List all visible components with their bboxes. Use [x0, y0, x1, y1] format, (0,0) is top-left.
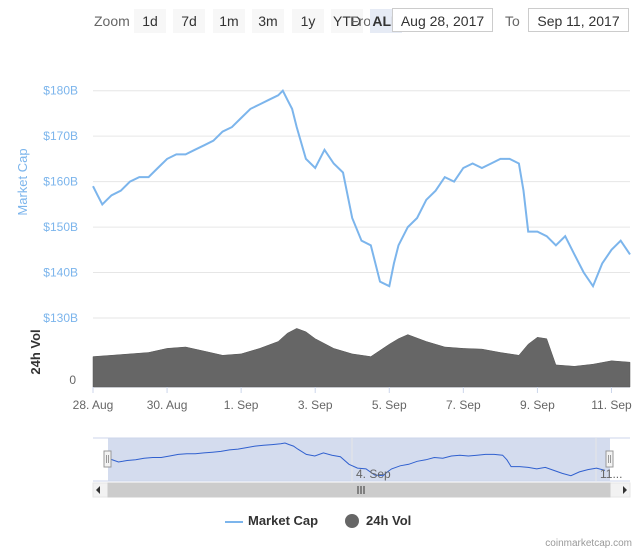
x-tick-label: 5. Sep	[372, 398, 407, 412]
scroll-right-arrow-icon[interactable]	[623, 486, 627, 494]
volume-zero-label: 0	[69, 373, 76, 387]
navigator-tick-label: 11...	[600, 467, 622, 481]
x-tick-label: 3. Sep	[298, 398, 333, 412]
legend-volume-swatch	[345, 514, 359, 528]
y-tick-label: $130B	[43, 311, 78, 325]
chart-area: $130B $140B $150B $160B $170B $180B 28. Aug 30…	[15, 84, 632, 498]
x-tick-label: 9. Sep	[520, 398, 555, 412]
x-tick-label: 28. Aug	[73, 398, 114, 412]
navigator-selection	[108, 438, 610, 481]
zoom-1m-button[interactable]: 1m	[213, 9, 245, 33]
volume-area	[92, 328, 631, 388]
navigator-tick-label: 4. Sep	[356, 467, 391, 481]
credit-link[interactable]: coinmarketcap.com	[545, 538, 632, 549]
market-cap-line	[92, 89, 631, 289]
range-selector: Zoom 1d 7d 1m 3m 1y YTD From ALL Aug 28,…	[0, 0, 640, 40]
zoom-label: Zoom	[94, 13, 130, 29]
x-tick-label: 30. Aug	[147, 398, 188, 412]
navigator-right-handle[interactable]	[605, 450, 614, 468]
legend-volume[interactable]: 24h Vol	[366, 513, 412, 528]
range-to-input[interactable]: Sep 11, 2017	[528, 8, 629, 32]
y-axis: $130B $140B $150B $160B $170B $180B	[43, 84, 78, 325]
legend: Market Cap 24h Vol	[0, 510, 640, 534]
zoom-3m-button[interactable]: 3m	[252, 9, 284, 33]
y-axis-title: Market Cap	[15, 148, 30, 215]
navigator-series-line	[109, 442, 606, 477]
x-axis: 28. Aug 30. Aug 1. Sep 3. Sep 5. Sep 7. Sep 9.…	[73, 387, 632, 412]
scrollbar-thumb[interactable]	[107, 482, 611, 498]
y-tick-label: $160B	[43, 175, 78, 189]
scroll-left-arrow-icon[interactable]	[96, 486, 100, 494]
volume-axis-title: 24h Vol	[28, 329, 43, 374]
zoom-1y-button[interactable]: 1y	[292, 9, 324, 33]
market-cap-plot	[92, 89, 631, 289]
zoom-1d-button[interactable]: 1d	[134, 9, 166, 33]
navigator[interactable]: 4. Sep 11...	[92, 437, 631, 498]
legend-market-cap-swatch	[225, 521, 243, 523]
x-tick-label: 7. Sep	[446, 398, 481, 412]
navigator-left-handle[interactable]	[103, 450, 112, 468]
y-tick-label: $170B	[43, 129, 78, 143]
range-from-input[interactable]: Aug 28, 2017	[392, 8, 493, 32]
range-to-label: To	[505, 13, 520, 29]
x-tick-label: 11. Sep	[591, 398, 632, 412]
volume-plot	[92, 328, 631, 388]
zoom-7d-button[interactable]: 7d	[173, 9, 205, 33]
y-tick-label: $140B	[43, 266, 78, 280]
x-tick-label: 1. Sep	[224, 398, 259, 412]
legend-market-cap[interactable]: Market Cap	[248, 513, 319, 528]
y-tick-label: $180B	[43, 84, 78, 98]
y-tick-label: $150B	[43, 220, 78, 234]
zoom-ytd-button[interactable]: YTD	[331, 9, 363, 33]
